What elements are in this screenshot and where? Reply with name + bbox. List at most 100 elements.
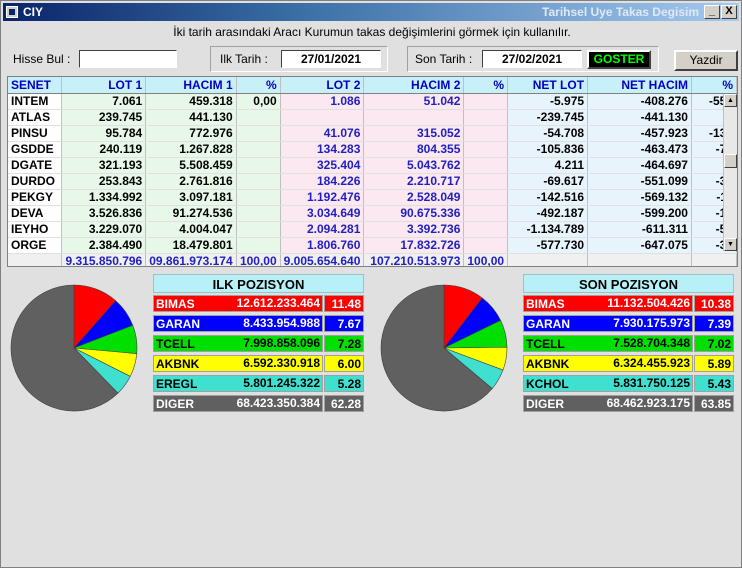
pozisyon-value: 7.998.858.096 (243, 336, 320, 350)
scroll-down-arrow-icon[interactable]: ▼ (724, 238, 737, 251)
grid-vertical-scrollbar[interactable]: ▲ ▼ (723, 94, 737, 251)
col-netpct[interactable]: % (691, 77, 737, 94)
table-cell: -239.745 (507, 109, 589, 126)
table-cell (236, 141, 281, 158)
pozisyon-pct: 63.85 (694, 395, 734, 412)
takas-table: SENET LOT 1 HACIM 1 % LOT 2 HACIM 2 % NE… (8, 77, 737, 266)
pozisyon-value: 5.801.245.322 (243, 376, 320, 390)
table-cell: -441.130 (587, 109, 692, 126)
scroll-up-arrow-icon[interactable]: ▲ (724, 94, 737, 107)
pozisyon-pct: 11.48 (324, 295, 364, 312)
total-cell (507, 252, 589, 266)
pozisyon-name: AKBNK (523, 355, 693, 372)
title-bar[interactable]: CIY Tarihsel Uye Takas Degisim _ X (3, 3, 739, 21)
table-row[interactable]: ATLAS 239.745 441.130 -239.745 -441.130 (8, 109, 737, 126)
pozisyon-name: GARAN (523, 315, 693, 332)
table-row[interactable]: PEKGY 1.334.992 3.097.181 1.192.476 2.528.04… (8, 189, 737, 206)
table-row[interactable]: DURDO 253.843 2.761.816 184.226 2.210.717 -69… (8, 173, 737, 190)
table-cell: -142.516 (507, 189, 589, 206)
table-cell: 3.034.649 (280, 205, 365, 222)
hisse-bul-input[interactable] (79, 50, 177, 68)
table-cell: 441.130 (145, 109, 237, 126)
pozisyon-pct: 5.89 (694, 355, 734, 372)
table-row[interactable]: IEYHO 3.229.070 4.004.047 2.094.281 3.392.73… (8, 221, 737, 238)
table-cell (463, 221, 509, 238)
table-cell: 2.384.490 (61, 237, 147, 254)
table-cell: -457.923 (587, 125, 692, 142)
table-row[interactable]: GSDDE 240.119 1.267.828 134.283 804.355 -105.… (8, 141, 737, 158)
col-hacim1[interactable]: HACIM 1 (145, 77, 237, 94)
list-item: GARAN 7.930.175.973 7.39 (523, 315, 734, 333)
table-row[interactable]: DEVA 3.526.836 91.274.536 3.034.649 90.675.3… (8, 205, 737, 222)
table-cell: 2.094.281 (280, 221, 365, 238)
takas-grid[interactable]: SENET LOT 1 HACIM 1 % LOT 2 HACIM 2 % NE… (7, 76, 738, 267)
list-item: GARAN 8.433.954.988 7.67 (153, 315, 364, 333)
ilk-tarih-group (210, 46, 388, 72)
minimize-button[interactable]: _ (704, 5, 720, 19)
col-pct2[interactable]: % (463, 77, 509, 94)
table-cell (236, 173, 281, 190)
table-row[interactable]: PINSU 95.784 772.976 41.076 315.052 -54.708 -4… (8, 125, 737, 142)
total-cell: 100,00 (236, 252, 281, 266)
table-cell: 2.761.816 (145, 173, 237, 190)
table-cell: -5.975 (507, 93, 589, 110)
col-lot2[interactable]: LOT 2 (280, 77, 365, 94)
close-button[interactable]: X (721, 5, 737, 19)
table-cell: 1.086 (280, 93, 365, 110)
pozisyon-pct: 5.43 (694, 375, 734, 392)
col-nethacim[interactable]: NET HACIM (587, 77, 692, 94)
table-cell (463, 157, 509, 174)
hisse-bul-label: Hisse Bul : (13, 52, 71, 66)
pozisyon-value: 12.612.233.464 (236, 296, 320, 310)
table-cell: 1.334.992 (61, 189, 147, 206)
senet-cell: ATLAS (8, 109, 63, 126)
table-cell: 253.843 (61, 173, 147, 190)
pozisyon-pct: 62.28 (324, 395, 364, 412)
table-cell (463, 173, 509, 190)
table-cell: 5.508.459 (145, 157, 237, 174)
table-row[interactable]: DGATE 321.193 5.508.459 325.404 5.043.762 4.2… (8, 157, 737, 174)
ilk-pozisyon-pie-chart (10, 284, 138, 412)
goster-button[interactable]: GOSTER (587, 50, 651, 69)
son-tarih-input[interactable]: 27/02/2021 (482, 50, 582, 68)
pozisyon-pct: 7.28 (324, 335, 364, 352)
table-cell (463, 125, 509, 142)
table-cell: 2.210.717 (363, 173, 465, 190)
table-cell: -464.697 (587, 157, 692, 174)
window-title: CIY (23, 5, 44, 19)
senet-cell: INTEM (8, 93, 63, 110)
list-item: DIGER 68.423.350.384 62.28 (153, 395, 364, 413)
table-cell: 3.392.736 (363, 221, 465, 238)
table-cell: 17.832.726 (363, 237, 465, 254)
pozisyon-pct: 7.02 (694, 335, 734, 352)
table-cell: -69.617 (507, 173, 589, 190)
table-cell: 804.355 (363, 141, 465, 158)
table-cell: 3.097.181 (145, 189, 237, 206)
ilk-tarih-input[interactable]: 27/01/2021 (281, 50, 381, 68)
col-lot1[interactable]: LOT 1 (61, 77, 147, 94)
total-cell: 09.861.973.174 (145, 252, 237, 266)
table-header-row: SENET LOT 1 HACIM 1 % LOT 2 HACIM 2 % NE… (8, 77, 737, 94)
col-senet[interactable]: SENET (8, 77, 63, 94)
col-hacim2[interactable]: HACIM 2 (363, 77, 465, 94)
table-cell: 5.043.762 (363, 157, 465, 174)
table-cell: 1.192.476 (280, 189, 365, 206)
table-cell: -463.473 (587, 141, 692, 158)
senet-cell: IEYHO (8, 221, 63, 238)
senet-cell: DGATE (8, 157, 63, 174)
pozisyon-value: 8.433.954.988 (243, 316, 320, 330)
scroll-thumb[interactable] (724, 154, 737, 168)
table-row[interactable]: INTEM 7.061 459.318 0,00 1.086 51.042 -5.975 -4… (8, 93, 737, 110)
table-cell: -611.311 (587, 221, 692, 238)
table-cell (463, 237, 509, 254)
table-cell (236, 157, 281, 174)
pozisyon-name: KCHOL (523, 375, 693, 392)
table-cell (236, 109, 281, 126)
pozisyon-pct: 10.38 (694, 295, 734, 312)
table-row[interactable]: ORGE 2.384.490 18.479.801 1.806.760 17.832.7… (8, 237, 737, 254)
col-pct1[interactable]: % (236, 77, 281, 94)
col-netlot[interactable]: NET LOT (507, 77, 589, 94)
table-cell: 321.193 (61, 157, 147, 174)
yazdir-button[interactable]: Yazdir (674, 50, 738, 71)
